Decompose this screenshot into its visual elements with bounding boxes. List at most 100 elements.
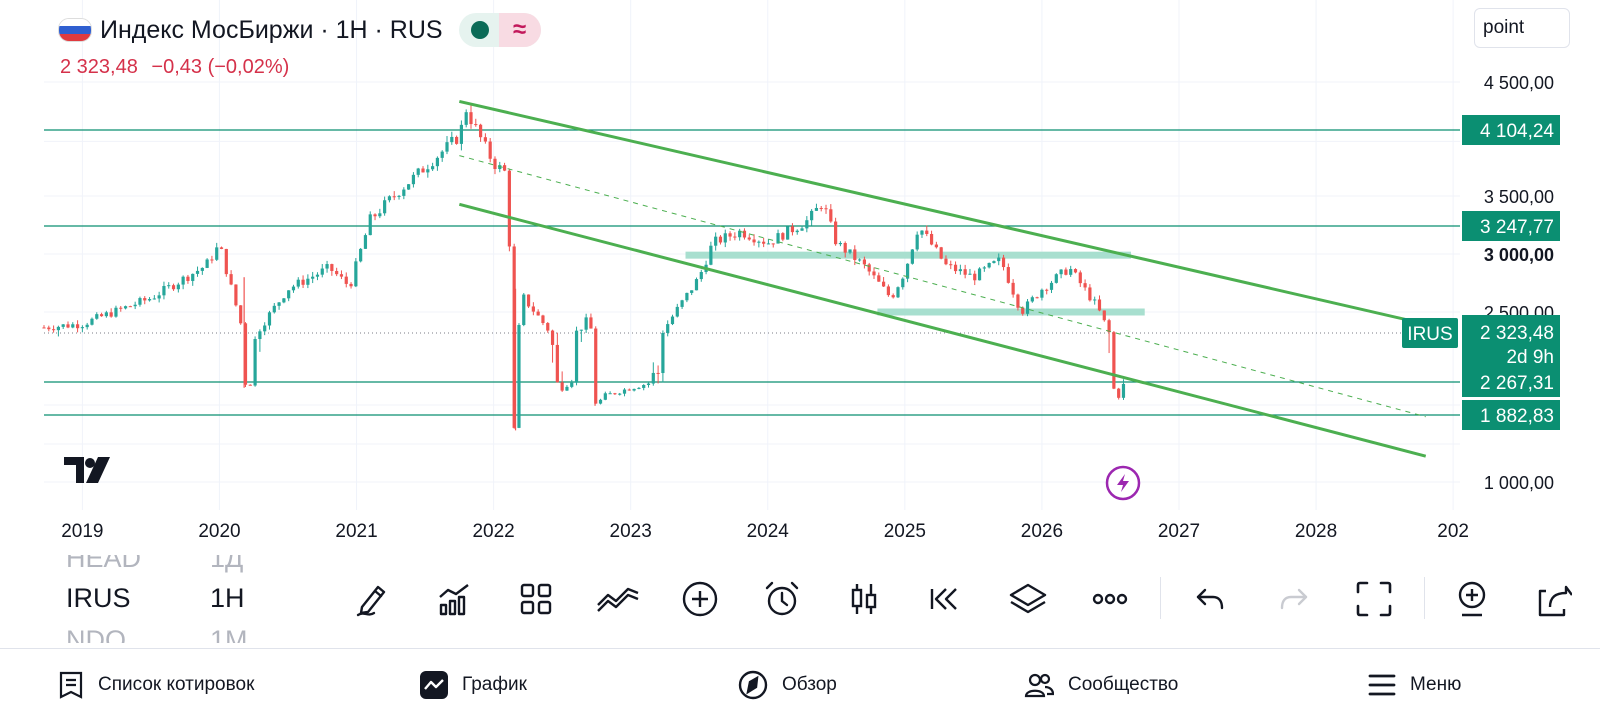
x-axis-label: 2026 — [1021, 521, 1063, 542]
candle-body — [344, 276, 348, 284]
candle-body — [560, 382, 564, 391]
price-chart[interactable]: 4 500,003 500,003 000,002 500,001 000,00… — [0, 0, 1600, 550]
candle-body — [219, 247, 224, 249]
candle-body — [565, 386, 569, 391]
candle-body — [579, 329, 583, 331]
add-symbol-icon[interactable] — [1450, 577, 1494, 621]
candle-body — [987, 262, 991, 268]
candle-body — [435, 157, 440, 167]
last-price-badge: 2 323,48 2d 9h — [1462, 315, 1560, 369]
candle-body — [383, 200, 387, 214]
symbol-title[interactable]: Индекс МосБиржи · 1Н · RUS — [100, 15, 443, 44]
last-price-badge-value: 2 323,48 — [1480, 323, 1554, 344]
nav-watchlist[interactable]: Список котировок — [58, 663, 254, 707]
candle-body — [474, 124, 478, 126]
candle-body — [992, 261, 996, 263]
market-status-pill[interactable]: ≈ — [458, 13, 541, 47]
layers-icon[interactable] — [1006, 577, 1050, 621]
level-price-badge: 4 104,24 — [1462, 115, 1560, 145]
candle-body — [550, 330, 555, 345]
candle-body — [186, 276, 190, 281]
candle-body — [133, 304, 137, 307]
candle-body — [325, 264, 329, 269]
candle-body — [598, 399, 603, 404]
candle-body — [42, 327, 46, 329]
nav-community-label: Сообщество — [1068, 674, 1179, 695]
candle-body — [483, 137, 487, 142]
candle-body — [810, 210, 814, 221]
candle-body — [723, 233, 727, 243]
more-icon[interactable] — [1088, 577, 1132, 621]
candle-body — [618, 393, 622, 395]
nav-watchlist-label: Список котировок — [98, 674, 255, 695]
nav-menu[interactable]: Меню — [1368, 663, 1461, 707]
candle-body — [661, 332, 665, 374]
candle-body — [757, 241, 761, 243]
replay-icon[interactable] — [924, 577, 968, 621]
candle-body — [215, 247, 219, 260]
candle-body — [1054, 274, 1058, 283]
candle-body — [570, 382, 574, 387]
candle-body — [886, 286, 890, 296]
candle-body — [546, 323, 550, 331]
candle-body — [1112, 332, 1116, 389]
candle-body — [1121, 383, 1126, 398]
x-axis-label: 2028 — [1295, 521, 1337, 542]
indicators-icon[interactable] — [432, 577, 476, 621]
list-item-active[interactable]: IRUS 1H — [66, 583, 245, 613]
nav-chart-label: График — [462, 674, 527, 695]
list-item[interactable]: HEAD 1Д — [66, 555, 244, 573]
candle-body — [762, 241, 766, 244]
flash-alert-icon[interactable] — [1105, 465, 1141, 501]
candle-body — [363, 235, 368, 249]
nav-chart[interactable]: График — [420, 663, 527, 707]
candle-body — [1102, 310, 1106, 321]
candle-body — [296, 279, 300, 287]
candle-body — [646, 383, 651, 386]
candle-body — [162, 285, 166, 296]
candle-body — [929, 233, 934, 245]
list-item[interactable]: NDQ 1M — [66, 625, 248, 643]
symbol-switcher[interactable]: HEAD 1Д IRUS 1H NDQ 1M — [66, 555, 306, 643]
candle-body — [253, 339, 257, 386]
nav-community[interactable]: Сообщество — [1024, 663, 1178, 707]
symbol-header[interactable]: Индекс МосБиржи · 1Н · RUS ≈ — [58, 12, 541, 48]
drawing-pen-icon[interactable] — [350, 577, 394, 621]
undo-icon[interactable] — [1188, 577, 1232, 621]
candle-body — [330, 264, 334, 271]
fullscreen-icon[interactable] — [1352, 577, 1396, 621]
share-icon[interactable] — [1530, 577, 1574, 621]
candle-body — [944, 258, 948, 265]
candle-body — [915, 234, 919, 250]
trend-line-mid-dashed — [459, 155, 1426, 418]
candle-body — [685, 292, 689, 301]
add-circle-icon[interactable] — [678, 577, 722, 621]
candle-body — [1006, 267, 1010, 283]
trend-tools-icon[interactable] — [596, 577, 640, 621]
candle-body — [522, 294, 526, 325]
candle-body — [1093, 299, 1097, 301]
x-axis-label: 202 — [1437, 521, 1469, 542]
nav-menu-label: Меню — [1410, 674, 1462, 695]
level-price-badge-value: 3 247,77 — [1480, 217, 1554, 238]
candle-body — [450, 136, 454, 143]
level-price-badge-value: 2 267,31 — [1480, 373, 1554, 394]
tradingview-logo — [64, 457, 110, 483]
level-price-badge: 1 882,83 — [1462, 400, 1560, 430]
chart-nav-icon — [420, 671, 448, 699]
layouts-grid-icon[interactable] — [514, 577, 558, 621]
point-input[interactable]: point — [1474, 8, 1570, 48]
candle-body — [574, 330, 579, 383]
candle-body — [800, 228, 804, 231]
alarm-clock-icon[interactable] — [760, 577, 804, 621]
candles-icon[interactable] — [842, 577, 886, 621]
nav-overview[interactable]: Обзор — [738, 663, 837, 707]
candle-body — [896, 287, 900, 298]
candle-body — [431, 166, 435, 170]
candle-body — [239, 305, 243, 324]
candle-body — [426, 169, 430, 173]
candle-body — [771, 243, 775, 245]
y-axis-label: 3 000,00 — [1484, 245, 1554, 265]
candle-body — [1045, 289, 1049, 291]
candle-body — [881, 281, 886, 287]
